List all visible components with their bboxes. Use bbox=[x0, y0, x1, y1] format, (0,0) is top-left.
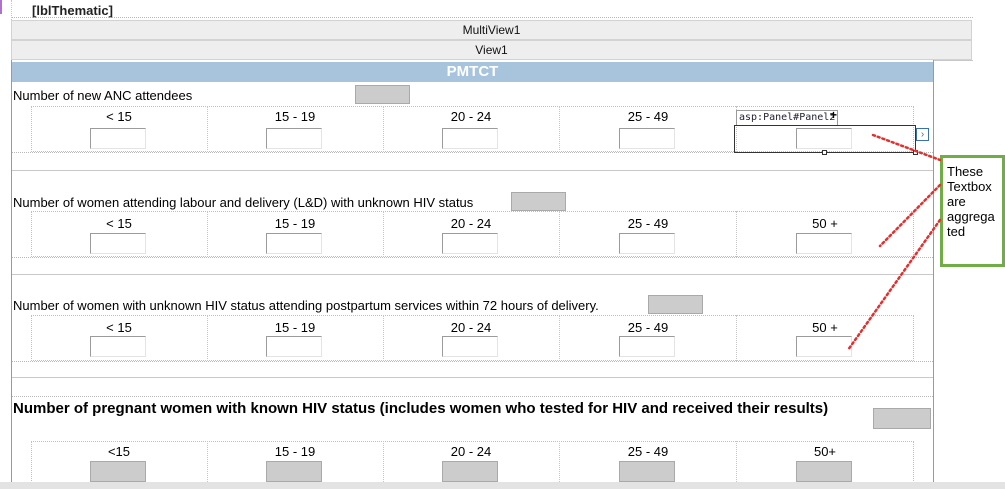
divider bbox=[12, 274, 933, 275]
divider bbox=[12, 361, 933, 362]
age-textbox[interactable] bbox=[90, 128, 146, 149]
age-label: 25 - 49 bbox=[627, 109, 669, 124]
resize-handle[interactable] bbox=[822, 150, 827, 155]
guide-line bbox=[736, 106, 737, 152]
age-textbox[interactable] bbox=[266, 461, 322, 482]
divider bbox=[933, 60, 973, 61]
scrollbar-strip[interactable] bbox=[0, 482, 1005, 489]
age-label: 50+ bbox=[813, 444, 837, 459]
total-textbox[interactable] bbox=[648, 295, 703, 314]
age-group-panel bbox=[31, 106, 914, 152]
age-textbox[interactable] bbox=[796, 461, 852, 482]
age-textbox[interactable] bbox=[90, 336, 146, 357]
guide-line bbox=[383, 441, 384, 486]
age-label: < 15 bbox=[106, 320, 132, 335]
question-label: Number of women with unknown HIV status … bbox=[13, 298, 599, 313]
section-header: PMTCT bbox=[12, 62, 933, 82]
guide-line bbox=[559, 441, 560, 486]
age-textbox[interactable] bbox=[619, 461, 675, 482]
guide-line bbox=[383, 106, 384, 152]
view-bar[interactable]: View1 bbox=[11, 40, 972, 60]
annotation-callout: These Textbox are aggrega ted bbox=[940, 155, 1005, 267]
guide-line bbox=[207, 106, 208, 152]
age-textbox[interactable] bbox=[442, 461, 498, 482]
age-textbox[interactable] bbox=[619, 233, 675, 254]
age-label: 15 - 19 bbox=[274, 216, 316, 231]
question-label: Number of new ANC attendees bbox=[13, 88, 193, 103]
age-label: 20 - 24 bbox=[450, 216, 492, 231]
question-label: Number of women attending labour and del… bbox=[13, 195, 474, 210]
age-textbox[interactable] bbox=[619, 336, 675, 357]
guide-line bbox=[11, 0, 12, 20]
guide-line bbox=[207, 211, 208, 257]
age-label: 20 - 24 bbox=[450, 109, 492, 124]
age-textbox[interactable] bbox=[796, 233, 852, 254]
divider bbox=[12, 152, 933, 153]
multiview-bar[interactable]: MultiView1 bbox=[11, 20, 972, 40]
age-label: < 15 bbox=[106, 216, 132, 231]
guide-line bbox=[383, 211, 384, 257]
total-textbox[interactable] bbox=[511, 192, 566, 211]
age-textbox[interactable] bbox=[619, 128, 675, 149]
age-textbox[interactable] bbox=[266, 233, 322, 254]
divider bbox=[12, 170, 933, 171]
guide-line bbox=[736, 211, 737, 257]
guide-line bbox=[207, 315, 208, 361]
age-textbox[interactable] bbox=[442, 336, 498, 357]
guide-line bbox=[736, 441, 737, 486]
guide-line bbox=[736, 315, 737, 361]
divider bbox=[12, 257, 933, 258]
age-label: 50 + bbox=[812, 216, 838, 231]
resize-handle[interactable] bbox=[913, 150, 918, 155]
age-textbox[interactable] bbox=[442, 233, 498, 254]
age-label: 25 - 49 bbox=[627, 216, 669, 231]
thematic-label: [lblThematic] bbox=[32, 3, 113, 18]
frame-right-border bbox=[933, 60, 934, 489]
age-label: < 15 bbox=[106, 109, 132, 124]
age-textbox[interactable] bbox=[796, 336, 852, 357]
marker bbox=[0, 0, 2, 14]
guide-line bbox=[559, 106, 560, 152]
age-label: 15 - 19 bbox=[274, 444, 316, 459]
age-textbox[interactable] bbox=[90, 461, 146, 482]
age-label: 50 + bbox=[812, 320, 838, 335]
guide-line bbox=[559, 211, 560, 257]
panel-selection[interactable] bbox=[734, 125, 916, 153]
age-label: 15 - 19 bbox=[274, 109, 316, 124]
move-handle[interactable]: + bbox=[830, 108, 838, 122]
age-label: 20 - 24 bbox=[450, 444, 492, 459]
guide-line bbox=[207, 441, 208, 486]
age-label: <15 bbox=[107, 444, 131, 459]
divider bbox=[12, 377, 933, 378]
total-textbox[interactable] bbox=[355, 85, 410, 104]
age-label: 15 - 19 bbox=[274, 320, 316, 335]
age-textbox[interactable] bbox=[90, 233, 146, 254]
smart-tag-icon[interactable]: › bbox=[916, 128, 929, 141]
age-textbox[interactable] bbox=[796, 128, 852, 149]
age-label: 25 - 49 bbox=[627, 320, 669, 335]
guide-line bbox=[559, 315, 560, 361]
age-textbox[interactable] bbox=[266, 128, 322, 149]
total-textbox[interactable] bbox=[873, 408, 931, 429]
divider bbox=[11, 17, 973, 18]
age-textbox[interactable] bbox=[442, 128, 498, 149]
age-label: 20 - 24 bbox=[450, 320, 492, 335]
guide-line bbox=[383, 315, 384, 361]
age-label: 25 - 49 bbox=[627, 444, 669, 459]
age-textbox[interactable] bbox=[266, 336, 322, 357]
frame-left-border bbox=[11, 60, 12, 489]
divider bbox=[12, 396, 933, 397]
question-label: Number of pregnant women with known HIV … bbox=[13, 400, 829, 417]
panel-tag[interactable]: asp:Panel#Panel2 bbox=[736, 110, 839, 126]
